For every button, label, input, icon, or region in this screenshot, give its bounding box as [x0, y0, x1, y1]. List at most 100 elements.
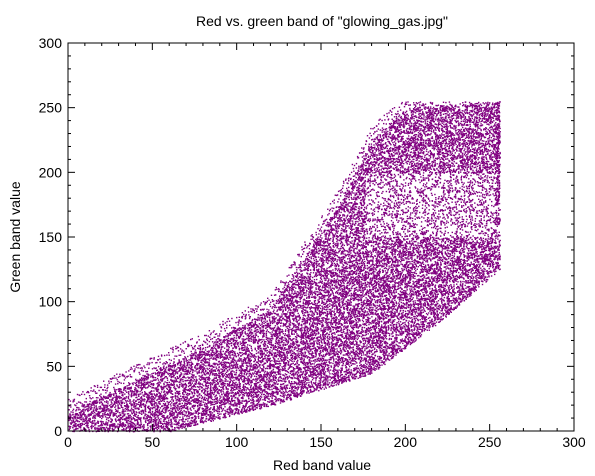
data-point [199, 339, 200, 340]
data-point [228, 354, 229, 355]
data-point [251, 348, 252, 349]
data-point [127, 426, 128, 427]
data-point [190, 379, 191, 380]
data-point [108, 408, 109, 409]
data-point [197, 405, 198, 406]
data-point [195, 416, 196, 417]
data-point [185, 384, 186, 385]
data-point [175, 346, 176, 347]
data-point [124, 379, 125, 380]
data-point [212, 392, 213, 393]
data-point [217, 350, 218, 351]
data-point [248, 392, 249, 393]
data-point [116, 403, 117, 404]
data-point [195, 376, 196, 377]
data-point [170, 405, 171, 406]
data-point [211, 333, 212, 334]
data-point [86, 425, 87, 426]
data-point [210, 339, 211, 340]
data-point [85, 429, 86, 430]
data-point [70, 419, 71, 420]
data-point [202, 408, 203, 409]
data-point [155, 412, 156, 413]
data-point [141, 385, 142, 386]
data-point [191, 365, 192, 366]
data-point [231, 374, 232, 375]
data-point [68, 420, 69, 421]
data-point [240, 378, 241, 379]
data-point [139, 391, 140, 392]
data-point [177, 373, 178, 374]
data-point [244, 409, 245, 410]
data-point [236, 369, 237, 370]
data-point [207, 382, 208, 383]
data-point [204, 352, 205, 353]
data-point [156, 362, 157, 363]
data-point [185, 426, 186, 427]
data-point [211, 390, 212, 391]
data-point [119, 420, 120, 421]
data-point [166, 382, 167, 383]
data-point [99, 417, 100, 418]
data-point [182, 350, 183, 351]
data-point [80, 423, 81, 424]
data-point [128, 420, 129, 421]
data-point [129, 403, 130, 404]
data-point [206, 362, 207, 363]
data-point [252, 388, 253, 389]
data-point [222, 364, 223, 365]
data-point [249, 401, 250, 402]
data-point [139, 379, 140, 380]
data-point [107, 405, 108, 406]
data-point [191, 377, 192, 378]
data-point [250, 335, 251, 336]
data-point [202, 345, 203, 346]
data-point [110, 413, 111, 414]
data-point [232, 350, 233, 351]
data-point [218, 415, 219, 416]
data-point [186, 396, 187, 397]
data-point [199, 375, 200, 376]
data-point [141, 401, 142, 402]
data-point [234, 328, 235, 329]
data-point [113, 395, 114, 396]
data-point [205, 362, 206, 363]
data-point [128, 417, 129, 418]
data-point [221, 394, 222, 395]
data-point [111, 381, 112, 382]
data-point [153, 358, 154, 359]
data-point [228, 353, 229, 354]
data-point [150, 392, 151, 393]
data-point [81, 405, 82, 406]
data-point [205, 342, 206, 343]
data-point [187, 420, 188, 421]
data-point [106, 417, 107, 418]
data-point [87, 423, 88, 424]
data-point [171, 424, 172, 425]
data-point [106, 400, 107, 401]
data-point [254, 371, 255, 372]
data-point [105, 392, 106, 393]
data-point [217, 356, 218, 357]
data-point [209, 356, 210, 357]
data-point [114, 390, 115, 391]
data-point [188, 403, 189, 404]
data-point [136, 391, 137, 392]
data-point [114, 389, 115, 390]
data-point [219, 399, 220, 400]
data-point [80, 402, 81, 403]
data-point [120, 414, 121, 415]
data-point [236, 337, 237, 338]
data-point [205, 406, 206, 407]
data-point [160, 372, 161, 373]
data-point [83, 409, 84, 410]
data-point [157, 396, 158, 397]
data-point [163, 396, 164, 397]
data-point [77, 415, 78, 416]
data-point [175, 366, 176, 367]
data-point [93, 411, 94, 412]
data-point [230, 377, 231, 378]
data-point [228, 348, 229, 349]
data-point [219, 343, 220, 344]
data-point [141, 370, 142, 371]
